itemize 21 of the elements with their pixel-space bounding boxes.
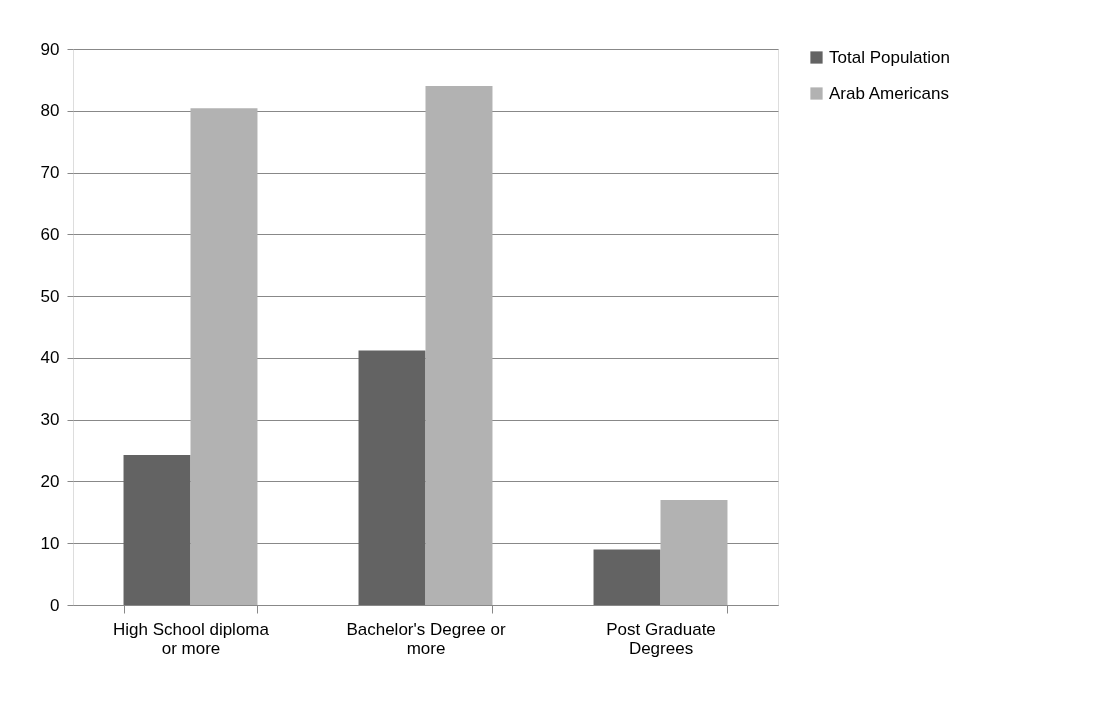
y-tick-label: 30 [40,410,60,430]
bar [425,86,493,605]
y-tick-label: 50 [40,286,60,306]
bar [123,454,191,605]
bar [190,108,258,605]
bar [660,499,728,605]
y-tick-label: 80 [40,101,60,121]
x-tick-label: High School diploma or more [113,619,270,658]
y-tick-label: 60 [40,224,60,244]
legend-label: Total Population [829,47,950,67]
y-tick-label: 10 [40,533,60,553]
y-tick-label: 90 [40,39,60,59]
x-tick-label: Bachelor's Degree or more [346,619,506,658]
y-tick-label: 20 [40,471,60,491]
bar [593,549,661,605]
x-tick-label: Post Graduate Degrees [606,619,716,658]
y-tick-label: 70 [40,163,60,183]
bar [358,350,426,605]
y-tick-label: 40 [40,348,60,368]
y-tick-label: 0 [50,595,60,615]
legend-label: Arab Americans [829,83,949,103]
